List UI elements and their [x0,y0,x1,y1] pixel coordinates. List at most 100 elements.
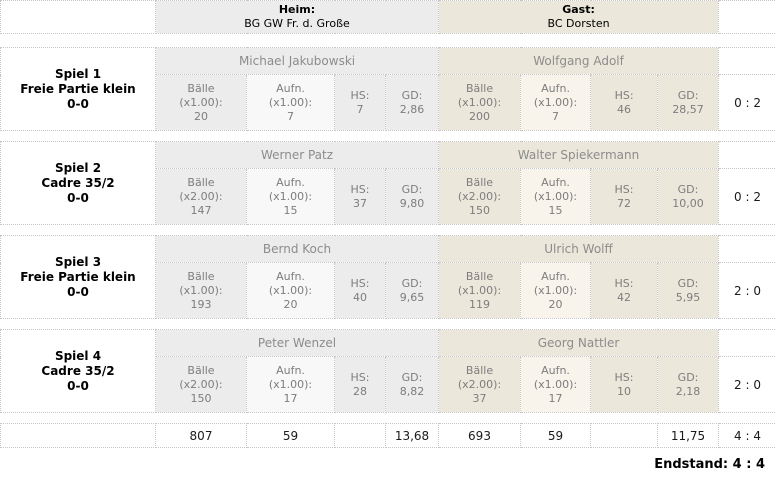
stat-value: 150 [190,391,212,405]
game-1-label: Spiel 1 Freie Partie klein 0-0 [0,47,156,131]
game-3-label: Spiel 3 Freie Partie klein 0-0 [0,235,156,319]
stat-multiplier: (x1.00): [533,283,578,297]
guest-balls-cell: Bälle (x2.00): 37 [438,356,522,413]
stat-value: 15 [283,203,298,217]
stat-title: GD: [401,88,423,102]
game-subscore: 0-0 [67,96,89,111]
stat-value: 17 [548,391,563,405]
totals-guest-hs [590,423,658,448]
home-team-header: Heim: BG GW Fr. d. Große [154,0,440,34]
game-2-block: Spiel 2 Cadre 35/2 0-0 Werner Patz Walte… [0,141,776,225]
guest-innings-cell: Aufn. (x1.00): 15 [520,168,591,225]
stat-value: 10 [617,384,632,398]
guest-team-name: BC Dorsten [547,17,610,30]
stat-value: 147 [190,203,212,217]
home-gd-cell: GD: 2,86 [384,74,440,131]
header-spacer-right [718,0,776,34]
stat-title: Aufn. [276,269,305,283]
stat-title: Aufn. [541,81,570,95]
stat-multiplier: (x2.00): [179,377,223,391]
stat-value: 8,82 [399,384,425,398]
stat-multiplier: (x1.00): [179,283,223,297]
stat-multiplier: (x1.00): [268,189,313,203]
stat-value: 37 [472,391,487,405]
guest-player-name: Ulrich Wolff [438,235,720,263]
home-balls-cell: Bälle (x1.00): 20 [155,74,247,131]
stat-value: 40 [353,290,367,304]
stat-title: Aufn. [541,269,570,283]
game-score: 2 : 0 [718,262,776,319]
guest-innings-cell: Aufn. (x1.00): 20 [520,262,592,319]
stat-title: HS: [350,276,370,290]
stat-title: Bälle [187,269,215,283]
totals-score: 4 : 4 [718,423,776,448]
game-4-label: Spiel 4 Cadre 35/2 0-0 [0,329,156,413]
stat-value: 9,65 [399,290,425,304]
stat-title: GD: [677,182,699,196]
game-score: 2 : 0 [718,356,776,413]
stat-title: GD: [401,370,423,384]
stat-value: 10,00 [672,196,704,210]
home-hs-cell: HS: 28 [334,356,386,413]
home-player-name: Peter Wenzel [154,329,440,357]
game-name: Spiel 1 [54,66,102,81]
stat-title: Bälle [187,363,215,377]
guest-team-label: Gast: [562,3,595,16]
guest-hs-cell: HS: 42 [590,262,659,319]
stat-title: GD: [677,88,699,102]
stat-multiplier: (x1.00): [533,377,578,391]
stat-value: 2,86 [399,102,425,116]
guest-team-header: Gast: BC Dorsten [438,0,720,34]
guest-balls-cell: Bälle (x1.00): 119 [438,262,522,319]
stat-title: Aufn. [276,363,305,377]
home-balls-cell: Bälle (x1.00): 193 [155,262,247,319]
stat-multiplier: (x1.00): [268,95,313,109]
stat-title: Bälle [465,363,494,377]
stat-value: 20 [283,297,298,311]
home-player-name: Michael Jakubowski [154,47,440,75]
stat-value: 20 [194,109,208,123]
stat-title: HS: [614,370,634,384]
score-spacer [718,47,776,75]
stat-multiplier: (x1.00): [179,95,223,109]
stat-title: Aufn. [276,175,305,189]
stat-title: Bälle [187,81,215,95]
stat-multiplier: (x2.00): [457,377,502,391]
stat-value: 15 [548,203,563,217]
game-1-block: Spiel 1 Freie Partie klein 0-0 Michael J… [0,47,776,131]
score-spacer [718,141,776,169]
stat-title: Bälle [465,175,494,189]
game-discipline: Cadre 35/2 [41,175,115,190]
stat-title: HS: [614,276,634,290]
game-score: 0 : 2 [718,74,776,131]
totals-spacer [0,423,156,448]
header-spacer-left [0,0,156,34]
guest-gd-cell: GD: 5,95 [657,262,720,319]
stat-value: 7 [356,102,364,116]
stat-value: 17 [283,391,298,405]
game-4-block: Spiel 4 Cadre 35/2 0-0 Peter Wenzel Geor… [0,329,776,413]
home-team-label: Heim: [278,3,316,16]
home-team-name: BG GW Fr. d. Große [244,17,350,30]
game-name: Spiel 3 [54,254,102,269]
stat-title: GD: [401,276,423,290]
game-discipline: Cadre 35/2 [41,363,115,378]
stat-value: 72 [617,196,631,210]
totals-home-balls: 807 [155,423,247,448]
home-hs-cell: HS: 37 [334,168,386,225]
game-score: 0 : 2 [718,168,776,225]
stat-title: GD: [401,182,423,196]
game-3-block: Spiel 3 Freie Partie klein 0-0 Bernd Koc… [0,235,776,319]
guest-player-name: Walter Spiekermann [437,141,720,169]
stat-value: 46 [617,102,632,116]
stat-value: 5,95 [675,290,701,304]
stat-multiplier: (x2.00): [179,189,223,203]
guest-player-name: Wolfgang Adolf [438,47,720,75]
totals-home-hs [334,423,386,448]
home-innings-cell: Aufn. (x1.00): 17 [246,356,335,413]
game-subscore: 0-0 [67,284,89,299]
stat-multiplier: (x1.00): [533,189,578,203]
stat-title: Aufn. [541,363,570,377]
stat-value: 2,18 [675,384,701,398]
stat-multiplier: (x1.00): [268,377,313,391]
